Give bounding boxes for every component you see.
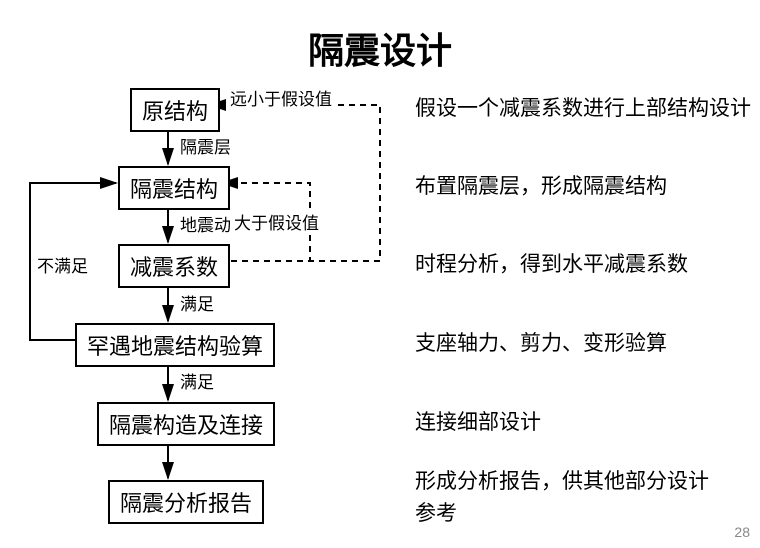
node-reduction-coeff: 减震系数: [118, 244, 230, 288]
desc-n1: 假设一个减震系数进行上部结构设计: [415, 92, 751, 122]
label-satisfy-2: 满足: [178, 368, 216, 393]
label-ground-motion: 地震动: [178, 211, 233, 236]
label-greater-than: 大于假设值: [232, 209, 321, 234]
node-rare-quake-check: 罕遇地震结构验算: [75, 323, 275, 367]
label-satisfy-1: 满足: [178, 290, 216, 315]
label-not-satisfy: 不满足: [35, 252, 90, 277]
page-title: 隔震设计: [0, 22, 760, 74]
node-construction-connection: 隔震构造及连接: [97, 402, 275, 446]
node-analysis-report: 隔震分析报告: [108, 480, 264, 524]
label-far-less-than: 远小于假设值: [228, 85, 334, 110]
node-original-structure: 原结构: [130, 88, 220, 132]
node-isolation-structure: 隔震结构: [118, 166, 230, 210]
page-number: 28: [734, 524, 750, 540]
desc-n5: 连接细部设计: [415, 406, 541, 436]
desc-n6: 形成分析报告，供其他部分设计参考: [415, 466, 725, 529]
desc-n4: 支座轴力、剪力、变形验算: [415, 327, 667, 357]
label-isolation-layer: 隔震层: [178, 133, 233, 158]
desc-n3: 时程分析，得到水平减震系数: [415, 248, 688, 278]
desc-n2: 布置隔震层，形成隔震结构: [415, 170, 667, 200]
